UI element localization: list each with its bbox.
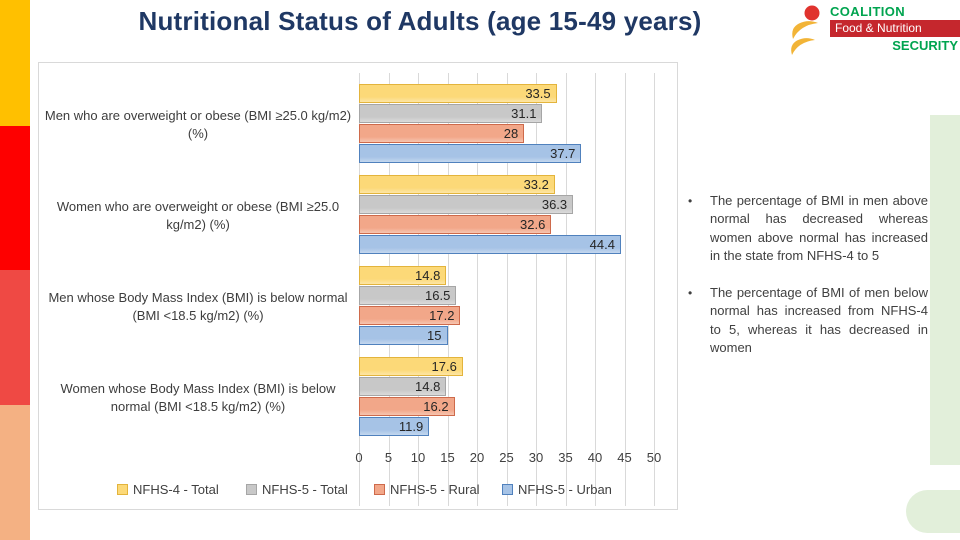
bar: 16.2 xyxy=(359,397,455,416)
bar: 33.5 xyxy=(359,84,557,103)
category-label: Men whose Body Mass Index (BMI) is below… xyxy=(48,290,348,323)
legend-item: NFHS-5 - Rural xyxy=(374,482,480,497)
bar: 15 xyxy=(359,326,448,345)
gridline xyxy=(654,73,655,506)
gridline xyxy=(595,73,596,506)
bar-value-label: 32.6 xyxy=(520,217,546,232)
bar: 14.8 xyxy=(359,377,447,396)
legend-swatch xyxy=(374,484,385,495)
logo-line-food-nutrition: Food & Nutrition xyxy=(830,20,960,37)
bar-value-label: 36.3 xyxy=(541,197,568,212)
bullet-marker: • xyxy=(688,285,693,300)
bar: 31.1 xyxy=(359,104,543,123)
bar: 17.6 xyxy=(359,357,463,376)
bar: 32.6 xyxy=(359,215,552,234)
gridline xyxy=(536,73,537,506)
bar-value-label: 28 xyxy=(503,126,519,141)
bullet-text: The percentage of BMI in men above norma… xyxy=(710,193,928,264)
legend-swatch xyxy=(117,484,128,495)
logo-line-security: SECURITY xyxy=(892,38,958,53)
category-label: Women who are overweight or obese (BMI ≥… xyxy=(56,199,340,232)
x-tick-label: 25 xyxy=(499,450,514,465)
bar-value-label: 14.8 xyxy=(415,268,441,283)
x-tick-label: 30 xyxy=(528,450,544,465)
legend-swatch xyxy=(502,484,513,495)
bar: 44.4 xyxy=(359,235,621,254)
left-accent-strip xyxy=(0,0,30,540)
bar-value-label: 37.7 xyxy=(550,146,576,161)
x-tick-label: 5 xyxy=(384,450,393,465)
bar-value-label: 17.2 xyxy=(429,308,455,323)
gridline xyxy=(565,73,567,506)
commentary-bullets: • The percentage of BMI in men above nor… xyxy=(688,192,928,358)
left-strip-segment xyxy=(0,405,30,540)
x-tick-label: 0 xyxy=(355,450,363,465)
category-label: Women whose Body Mass Index (BMI) is bel… xyxy=(60,381,336,414)
legend-label: NFHS-5 - Total xyxy=(262,482,348,497)
left-strip-segment xyxy=(0,270,30,405)
bar: 17.2 xyxy=(359,306,461,325)
bar-value-label: 33.5 xyxy=(525,86,551,101)
x-tick-label: 50 xyxy=(646,450,662,465)
bar-value-label: 14.8 xyxy=(415,379,441,394)
green-pill-decoration xyxy=(906,490,960,533)
coalition-logo: COALITION Food & Nutrition SECURITY xyxy=(788,2,960,60)
bar: 33.2 xyxy=(359,175,555,194)
x-tick-label: 20 xyxy=(469,450,485,465)
left-strip-segment xyxy=(0,126,30,270)
x-tick-label: 40 xyxy=(587,450,603,465)
bullet-marker: • xyxy=(688,194,693,208)
x-tick-label: 15 xyxy=(440,450,455,465)
bar-value-label: 17.6 xyxy=(431,359,457,374)
legend-item: NFHS-4 - Total xyxy=(117,482,219,497)
bar-chart: 0 5 10 15 20 25 30 35 40 45 50 Men who are overweig… xyxy=(38,62,678,510)
left-strip-segment xyxy=(0,0,30,126)
page-title: Nutritional Status of Adults (age 15-49 … xyxy=(138,6,702,36)
bar: 37.7 xyxy=(359,144,582,163)
legend-label: NFHS-5 - Urban xyxy=(518,482,612,497)
bar-value-label: 16.2 xyxy=(423,399,449,414)
gridline xyxy=(506,73,508,506)
logo-line-coalition: COALITION xyxy=(830,4,906,19)
legend-swatch xyxy=(246,484,257,495)
bar-value-label: 15 xyxy=(427,328,442,343)
bar: 16.5 xyxy=(359,286,457,305)
bar-value-label: 11.9 xyxy=(398,419,424,434)
bar-value-label: 16.5 xyxy=(425,288,451,303)
x-tick-label: 10 xyxy=(410,450,426,465)
gridline xyxy=(477,73,478,506)
bar: 14.8 xyxy=(359,266,447,285)
bar: 36.3 xyxy=(359,195,574,214)
legend-label: NFHS-5 - Rural xyxy=(390,482,480,497)
gridline xyxy=(624,73,626,506)
bar-value-label: 44.4 xyxy=(589,237,615,252)
x-tick-label: 35 xyxy=(558,450,573,465)
legend-item: NFHS-5 - Total xyxy=(246,482,348,497)
bar-value-label: 31.1 xyxy=(511,106,537,121)
bullet-text: The percentage of BMI of men below norma… xyxy=(710,284,928,356)
bullet-item: • The percentage of BMI in men above nor… xyxy=(688,192,928,266)
bar: 11.9 xyxy=(359,417,430,436)
bar-value-label: 33.2 xyxy=(523,177,549,192)
right-accent-strip xyxy=(930,115,960,465)
x-tick-label: 45 xyxy=(617,450,632,465)
category-label: Men who are overweight or obese (BMI ≥25… xyxy=(44,108,352,141)
bar: 28 xyxy=(359,124,525,143)
bullet-item: • The percentage of BMI of men below nor… xyxy=(688,284,928,358)
logo-swoosh-icon xyxy=(791,5,820,55)
legend-label: NFHS-4 - Total xyxy=(133,482,219,497)
logo-text: COALITION Food & Nutrition SECURITY xyxy=(830,2,960,60)
legend-item: NFHS-5 - Urban xyxy=(502,482,612,497)
